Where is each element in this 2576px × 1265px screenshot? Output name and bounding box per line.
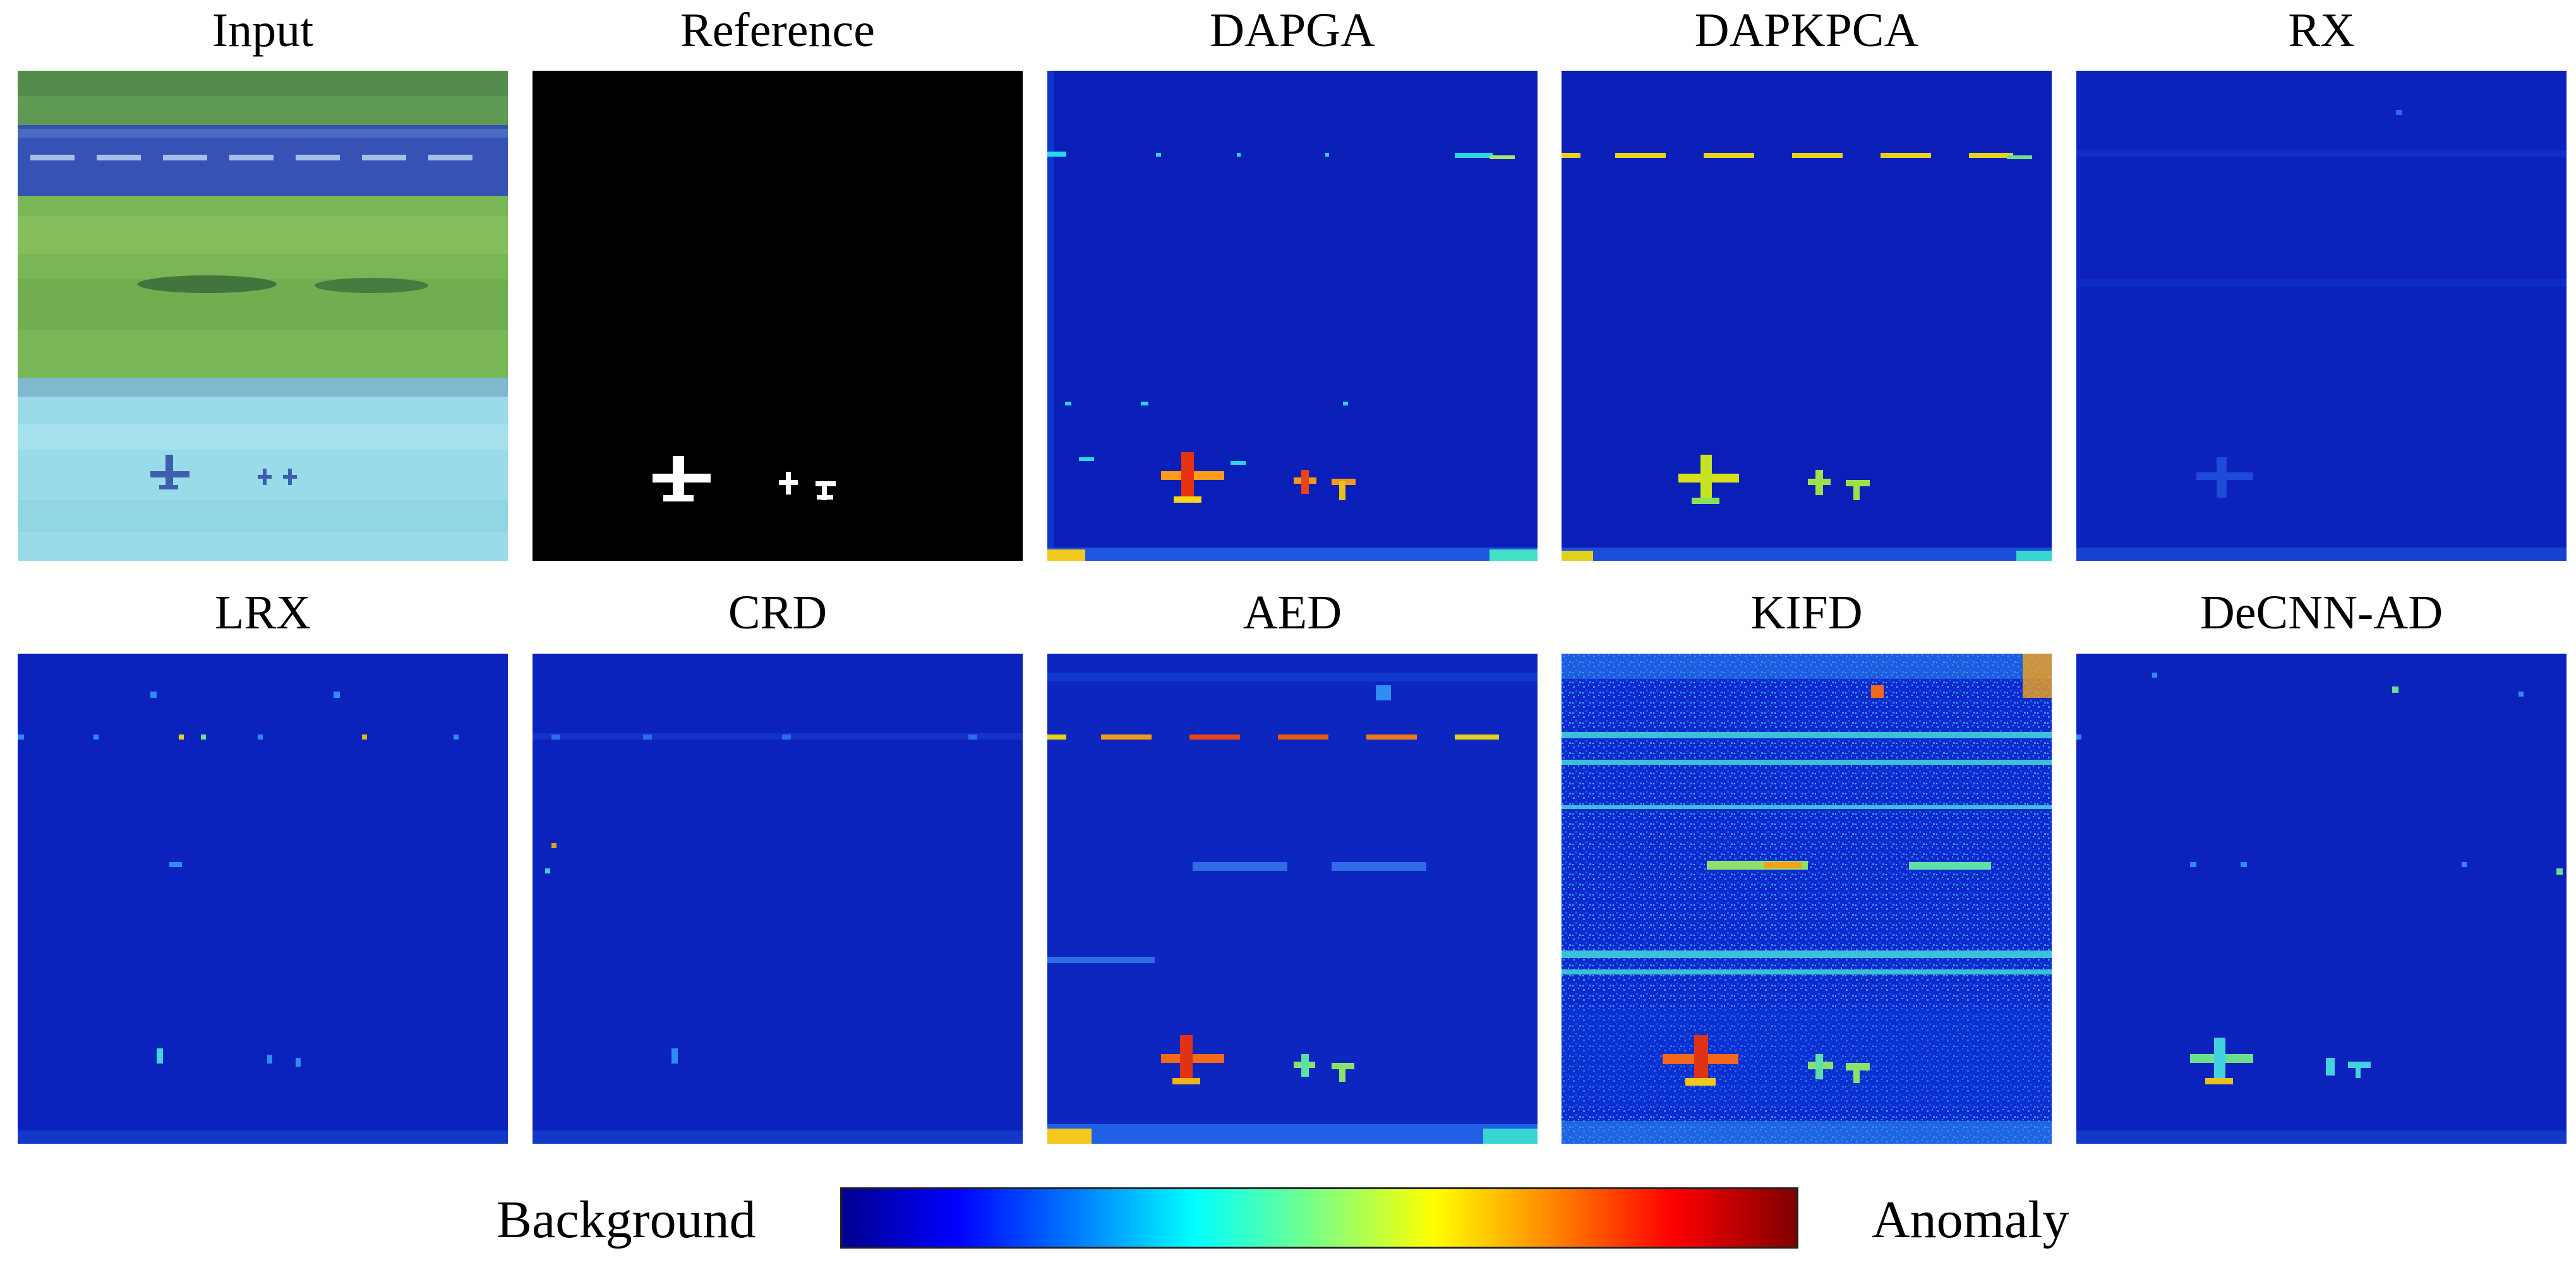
kifd-detection-map (1562, 654, 2052, 1144)
panel-title-crd: CRD (728, 586, 828, 639)
panel-title-lrx: LRX (215, 586, 311, 639)
input-image (18, 71, 508, 561)
dapkpca-map (1562, 71, 2052, 561)
panel-title-rx: RX (2288, 4, 2355, 57)
kifd-map (1562, 654, 2052, 1144)
dapkpca-detection-map (1562, 71, 2052, 561)
decnn-ad-plane-large (2190, 1038, 2253, 1084)
colorbar-jet (840, 1187, 1798, 1249)
crd-map (533, 654, 1023, 1144)
decnn-ad-detection-map (2076, 654, 2567, 1144)
panel-title-kifd: KIFD (1750, 586, 1863, 639)
aed-map (1047, 654, 1538, 1144)
panel-title-input: Input (212, 4, 314, 57)
aed-detection-map (1047, 654, 1538, 1144)
panel-title-decnn-ad: DeCNN-AD (2200, 586, 2443, 639)
dapkpca-plane-large (1678, 455, 1739, 504)
rx-detection-map (2076, 71, 2567, 561)
legend-background-label: Background (497, 1190, 756, 1249)
panel-title-aed: AED (1243, 586, 1342, 639)
decnn-ad-map (2076, 654, 2567, 1144)
lrx-detection-map (18, 654, 508, 1144)
legend-anomaly-label: Anomaly (1872, 1190, 2069, 1249)
anomaly-targets (653, 456, 836, 501)
panel-title-dapkpca: DAPKPCA (1694, 4, 1919, 57)
crd-detection-map (533, 654, 1023, 1144)
input-image-panel (18, 71, 508, 561)
reference-mask-panel (533, 71, 1023, 561)
rx-map (2076, 71, 2567, 561)
kifd-plane-large (1663, 1035, 1738, 1086)
lrx-map (18, 654, 508, 1144)
dapga-plane-large (1161, 452, 1224, 503)
panel-title-reference: Reference (680, 4, 875, 57)
panel-title-dapga: DAPGA (1210, 4, 1375, 57)
aed-plane-large (1161, 1035, 1224, 1084)
dapga-map (1047, 71, 1538, 561)
dapga-detection-map (1047, 71, 1538, 561)
reference-mask (533, 71, 1023, 561)
